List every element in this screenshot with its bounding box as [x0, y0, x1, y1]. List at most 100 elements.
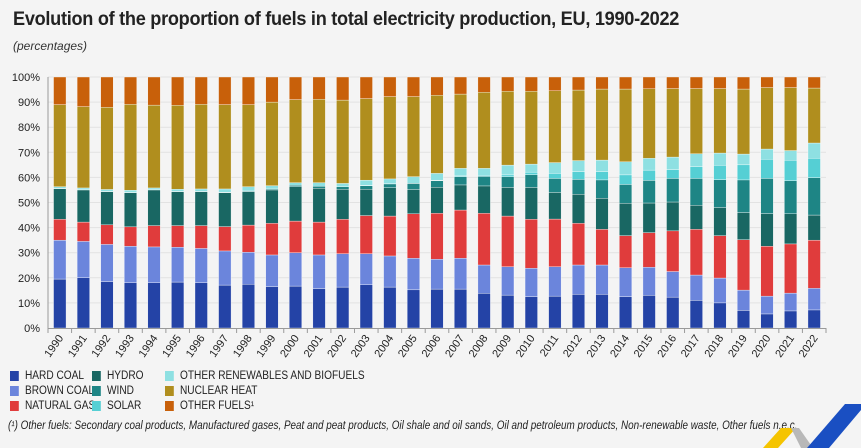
bar-stack-1992 — [100, 76, 114, 329]
bar-segment — [524, 91, 538, 165]
bar-segment — [336, 186, 350, 190]
bar-segment — [713, 207, 727, 236]
bar-segment — [784, 150, 798, 161]
bar-segment — [383, 255, 397, 288]
bar-segment — [241, 252, 255, 285]
bar-segment — [713, 302, 727, 329]
bar-segment — [572, 264, 585, 295]
legend-swatch — [92, 386, 101, 396]
y-tick-label: 90% — [18, 97, 40, 109]
x-tick-label: 2008 — [467, 333, 491, 360]
bar-segment — [548, 173, 562, 179]
bar-segment — [784, 213, 798, 245]
logo-grey-stripe — [791, 428, 813, 448]
bar-segment — [737, 164, 750, 181]
bar-segment — [595, 198, 609, 230]
x-tick-label: 2003 — [349, 333, 373, 360]
bar-segment — [501, 176, 515, 188]
legend-swatch — [165, 401, 174, 411]
x-tick-label: 1997 — [207, 333, 231, 360]
bar-segment — [194, 76, 208, 105]
bar-stack-1998 — [241, 76, 255, 329]
bar-segment — [548, 266, 562, 297]
bar-stack-1996 — [194, 76, 208, 329]
bar-stack-2015 — [642, 76, 656, 329]
bar-segment — [383, 215, 397, 257]
bar-segment — [501, 294, 515, 329]
bar-segment — [737, 212, 750, 240]
bar-segment — [737, 153, 750, 166]
chart-subtitle: (percentages) — [13, 39, 88, 53]
bar-segment — [359, 98, 373, 181]
bar-segment — [642, 180, 656, 204]
bar-segment — [430, 180, 444, 188]
bar-stack-2016 — [666, 76, 680, 329]
bar-segment — [241, 224, 255, 253]
bar-segment — [430, 259, 444, 290]
bar-segment — [312, 99, 326, 183]
bar-segment — [218, 250, 232, 286]
y-axis-ticks: 0% 10% 20% 30% 40% 50% 60% 70% 80% 90% 100% — [12, 72, 40, 335]
legend-label: OTHER FUELS¹ — [179, 400, 255, 412]
bar-segment — [524, 268, 538, 297]
bar-segment — [171, 105, 185, 190]
bar-segment — [524, 171, 538, 175]
logo-yellow-stripe — [763, 428, 796, 448]
bar-stack-2014 — [619, 76, 633, 329]
bar-segment — [642, 267, 656, 296]
bar-segment — [336, 219, 350, 254]
bar-segment — [689, 76, 703, 89]
bar-segment — [147, 246, 161, 283]
bar-segment — [359, 253, 373, 286]
bar-segment — [406, 96, 420, 177]
bar-segment — [784, 292, 798, 312]
bar-segment — [100, 189, 114, 192]
x-tick-label: 2013 — [585, 333, 609, 360]
bar-segment — [359, 76, 373, 99]
bar-segment — [477, 176, 491, 187]
legend-label: NUCLEAR HEAT — [179, 385, 258, 397]
bar-segment — [406, 76, 420, 97]
bar-segment — [524, 174, 538, 188]
bar-stack-2002 — [336, 76, 350, 329]
legend-swatch — [165, 371, 174, 381]
bar-segment — [194, 191, 208, 226]
bar-segment — [430, 76, 444, 96]
bar-segment — [572, 171, 585, 180]
bar-segment — [807, 142, 821, 159]
legend-item-brown-coal: BROWN COAL — [10, 384, 94, 398]
stacked-bar-chart: 0%10%20%30%40%50%60%70%80%90%100% 1990 19… — [12, 72, 827, 360]
bar-stack-2018 — [713, 76, 727, 329]
bar-segment — [572, 160, 585, 172]
x-tick-label: 2010 — [514, 333, 538, 360]
bar-segment — [454, 176, 468, 186]
x-tick-label: 1991 — [66, 333, 90, 360]
legend-label: HYDRO — [106, 370, 144, 382]
x-tick-label: 1993 — [113, 333, 137, 360]
bar-segment — [76, 76, 90, 107]
bar-segment — [241, 186, 255, 192]
bar-segment — [689, 229, 703, 276]
bar-segment — [265, 223, 279, 256]
bar-segment — [124, 245, 137, 283]
bar-segment — [784, 160, 798, 181]
bar-segment — [666, 230, 680, 272]
bar-segment — [265, 185, 279, 190]
bar-segment — [595, 294, 609, 329]
bar-segment — [595, 264, 609, 295]
y-tick-label: 70% — [18, 147, 40, 159]
bar-segment — [454, 258, 468, 290]
bar-segment — [312, 254, 326, 289]
bar-segment — [406, 213, 420, 259]
bar-segment — [501, 174, 515, 177]
bar-segment — [760, 87, 774, 150]
bar-segment — [406, 183, 420, 190]
x-tick-label: 2019 — [726, 333, 750, 360]
bar-segment — [241, 76, 255, 105]
eurostat-logo-icon — [763, 404, 861, 448]
bar-segment — [572, 223, 585, 266]
bar-segment — [100, 224, 114, 245]
bar-segment — [265, 254, 279, 287]
bar-stack-2017 — [689, 76, 703, 329]
bar-segment — [595, 159, 609, 172]
